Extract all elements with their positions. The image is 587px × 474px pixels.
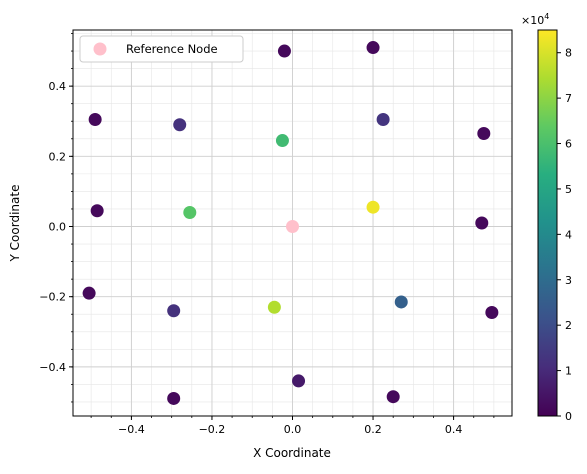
colorbar-multiplier: ×104 — [521, 12, 549, 27]
x-tick-label: −0.4 — [118, 423, 145, 436]
colorbar-tick-label: 7 — [565, 92, 572, 105]
y-tick-label: 0.2 — [49, 150, 67, 163]
colorbar-tick-label: 2 — [565, 319, 572, 332]
legend-label: Reference Node — [126, 42, 218, 56]
colorbar-gradient — [537, 29, 558, 417]
data-point — [183, 205, 197, 219]
data-point — [475, 216, 489, 230]
colorbar-tick-label: 4 — [565, 228, 572, 241]
data-point — [366, 41, 380, 55]
data-point — [277, 44, 291, 58]
x-tick-label: −0.2 — [199, 423, 226, 436]
data-point — [477, 127, 491, 141]
y-tick-label: 0.0 — [49, 221, 67, 234]
legend: Reference Node — [79, 35, 244, 63]
colorbar-tick-label: 8 — [565, 47, 572, 60]
x-tick-label: 0.4 — [445, 423, 463, 436]
colorbar-tick-label: 1 — [565, 365, 572, 378]
x-tick-label: 0.0 — [284, 423, 302, 436]
y-tick-label: −0.2 — [39, 291, 66, 304]
x-axis-label: X Coordinate — [253, 446, 331, 460]
data-point — [292, 374, 306, 388]
colorbar: 0 1 2 3 4 5 6 7 8 ×104 — [521, 12, 572, 423]
y-tick-label: 0.4 — [49, 80, 67, 93]
data-point — [376, 112, 390, 126]
reference-node-point — [286, 220, 299, 234]
y-axis-label: Y Coordinate — [8, 185, 22, 263]
data-point — [82, 286, 96, 300]
data-point — [167, 391, 181, 405]
data-point — [267, 300, 281, 314]
data-point — [485, 305, 499, 319]
data-point — [90, 204, 104, 218]
y-tick-label: −0.4 — [39, 361, 66, 374]
data-point — [88, 112, 102, 126]
data-point — [394, 295, 408, 309]
x-axis-ticks: −0.4 −0.2 0.0 0.2 0.4 — [90, 416, 495, 436]
data-point — [386, 390, 400, 404]
data-point — [173, 118, 187, 132]
colorbar-tick-label: 0 — [565, 410, 572, 423]
colorbar-tick-label: 6 — [565, 138, 572, 151]
colorbar-ticks: 0 1 2 3 4 5 6 7 8 — [557, 47, 572, 423]
legend-marker — [93, 42, 107, 56]
data-point — [275, 134, 289, 148]
data-points — [82, 41, 499, 405]
legend-box — [79, 35, 244, 63]
colorbar-tick-label: 3 — [565, 274, 572, 287]
data-point — [167, 304, 181, 318]
x-tick-label: 0.2 — [364, 423, 382, 436]
data-point — [366, 200, 380, 214]
y-axis-ticks: −0.4 −0.2 0.0 0.2 0.4 — [39, 33, 73, 403]
colorbar-tick-label: 5 — [565, 183, 572, 196]
